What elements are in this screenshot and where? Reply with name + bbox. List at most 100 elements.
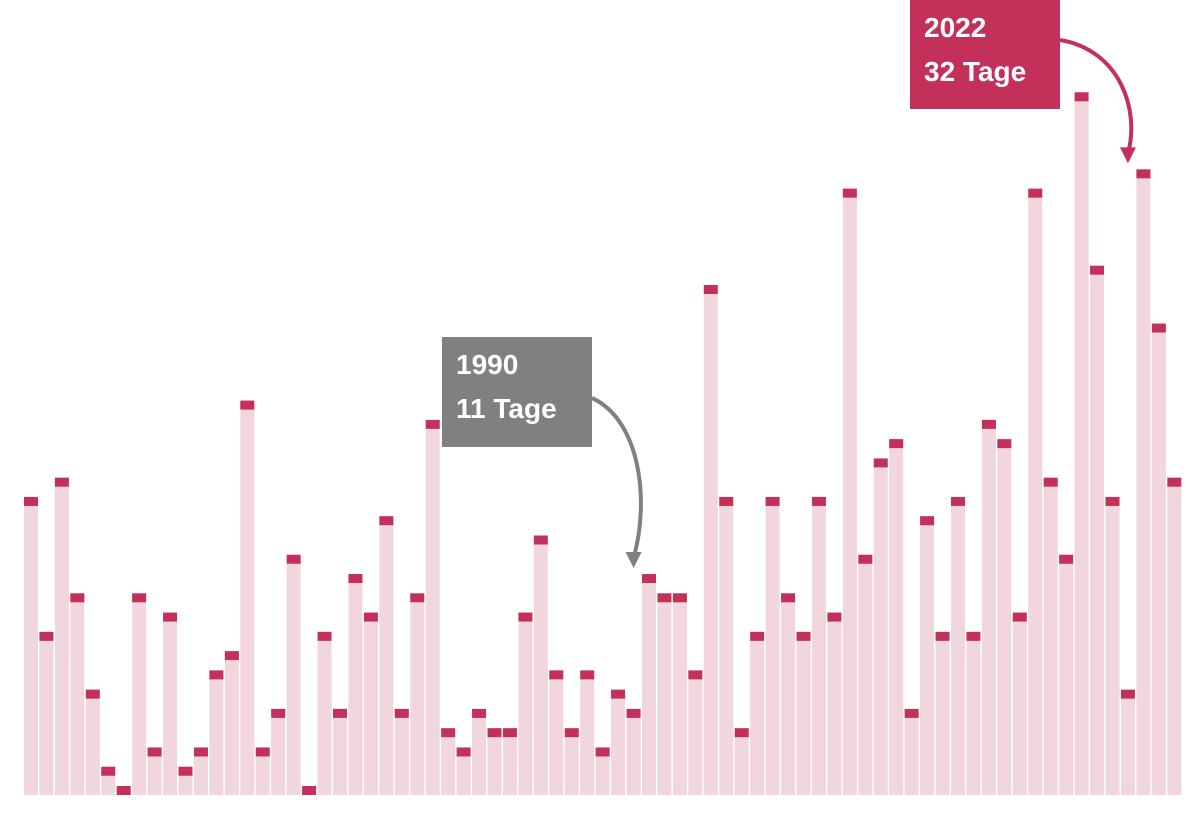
annotation-arrowhead-1990 (625, 552, 642, 569)
bar-cap-1961 (178, 766, 193, 776)
bar-cap-1958 (132, 593, 147, 603)
bar-2008 (904, 708, 919, 795)
bar-1964 (224, 651, 239, 795)
bar-cap-2000 (781, 593, 796, 603)
bar-cap-1959 (147, 747, 162, 757)
bar-1992 (657, 593, 672, 795)
annotation-1990: 1990 11 Tage (442, 337, 592, 447)
bar-1952 (39, 631, 54, 795)
bar-2016 (1028, 188, 1043, 795)
bar-cap-1979 (456, 747, 471, 757)
bar-2015 (1012, 612, 1027, 795)
bar-1997 (734, 728, 749, 795)
bar-cap-2019 (1074, 92, 1089, 102)
bar-1975 (394, 708, 409, 795)
bar-cap-1963 (209, 670, 224, 680)
bar-cap-2024 (1151, 323, 1166, 333)
bar-1982 (502, 728, 517, 795)
bar-cap-1982 (502, 728, 517, 738)
bar-2004 (842, 188, 857, 795)
bars-group (24, 92, 1182, 796)
bar-cap-1991 (642, 574, 656, 584)
annotation-arrow-1990 (591, 396, 643, 559)
bar-1988 (595, 747, 610, 795)
bar-1990 (626, 708, 641, 795)
bar-1987 (580, 670, 595, 795)
bar-cap-1965 (240, 400, 255, 410)
bar-cap-2023 (1136, 169, 1151, 179)
bar-2023 (1136, 169, 1151, 796)
bar-cap-2013 (981, 419, 996, 429)
bar-cap-2022 (1120, 689, 1135, 699)
bar-2021 (1105, 496, 1120, 795)
bar-cap-2014 (997, 439, 1012, 449)
bar-2017 (1043, 477, 1058, 795)
annotation-1990-value: 11 Tage (456, 393, 557, 424)
bar-cap-1957 (116, 786, 131, 795)
bar-1993 (672, 593, 687, 795)
bar-1951 (24, 496, 38, 795)
bar-cap-2016 (1028, 188, 1043, 198)
bar-cap-1981 (487, 728, 502, 738)
bar-1974 (379, 516, 394, 795)
bar-cap-2017 (1043, 477, 1058, 487)
bar-1980 (472, 708, 487, 795)
bar-cap-2002 (811, 496, 826, 506)
bar-cap-1992 (657, 593, 672, 603)
bar-cap-1954 (70, 593, 85, 603)
bar-1973 (363, 612, 378, 795)
bar-1979 (456, 747, 471, 795)
bar-2010 (935, 631, 950, 795)
bar-2022 (1120, 689, 1135, 795)
bar-cap-1969 (302, 786, 317, 795)
bar-cap-1962 (193, 747, 208, 757)
bar-cap-1995 (703, 284, 718, 294)
bar-2003 (827, 612, 842, 795)
bar-2024 (1151, 323, 1166, 795)
annotation-arrow-2022 (1059, 38, 1134, 154)
bar-2019 (1074, 92, 1089, 795)
bar-2014 (997, 439, 1012, 795)
bar-1998 (750, 631, 765, 795)
bar-cap-2020 (1090, 265, 1105, 275)
bar-cap-1968 (286, 554, 301, 564)
bar-cap-1988 (595, 747, 610, 757)
bar-cap-2011 (951, 496, 965, 506)
bar-cap-2008 (904, 708, 919, 718)
bar-cap-2004 (842, 188, 857, 198)
bar-cap-1967 (271, 708, 286, 718)
bar-1984 (533, 535, 548, 795)
bar-cap-2005 (858, 554, 873, 564)
bar-cap-1990 (626, 708, 641, 718)
annotation-arrows (591, 38, 1136, 569)
bar-cap-1994 (688, 670, 703, 680)
bar-cap-1980 (472, 708, 487, 718)
bar-cap-1983 (518, 612, 533, 622)
bar-cap-2010 (935, 631, 950, 641)
bar-cap-1956 (101, 766, 116, 776)
bar-cap-1997 (734, 728, 749, 738)
bar-cap-1952 (39, 631, 54, 641)
bar-1959 (147, 747, 162, 795)
bar-cap-2001 (796, 631, 811, 641)
bar-1989 (611, 689, 626, 795)
bar-cap-2009 (920, 516, 935, 526)
bar-1996 (719, 496, 734, 795)
bar-2011 (951, 496, 965, 795)
bar-cap-1987 (580, 670, 595, 680)
bar-cap-1989 (611, 689, 626, 699)
annotation-2022-year: 2022 (924, 12, 987, 43)
bar-1995 (703, 284, 718, 795)
bar-cap-1966 (255, 747, 270, 757)
bar-1991 (642, 574, 656, 795)
bar-1966 (255, 747, 270, 795)
bar-1962 (193, 747, 208, 795)
bar-2018 (1059, 554, 1074, 795)
bar-1985 (549, 670, 564, 795)
bar-2012 (966, 631, 981, 795)
bar-cap-1970 (317, 631, 332, 641)
bar-cap-1971 (333, 708, 347, 718)
bar-cap-1964 (224, 651, 239, 661)
bar-cap-1953 (54, 477, 69, 487)
